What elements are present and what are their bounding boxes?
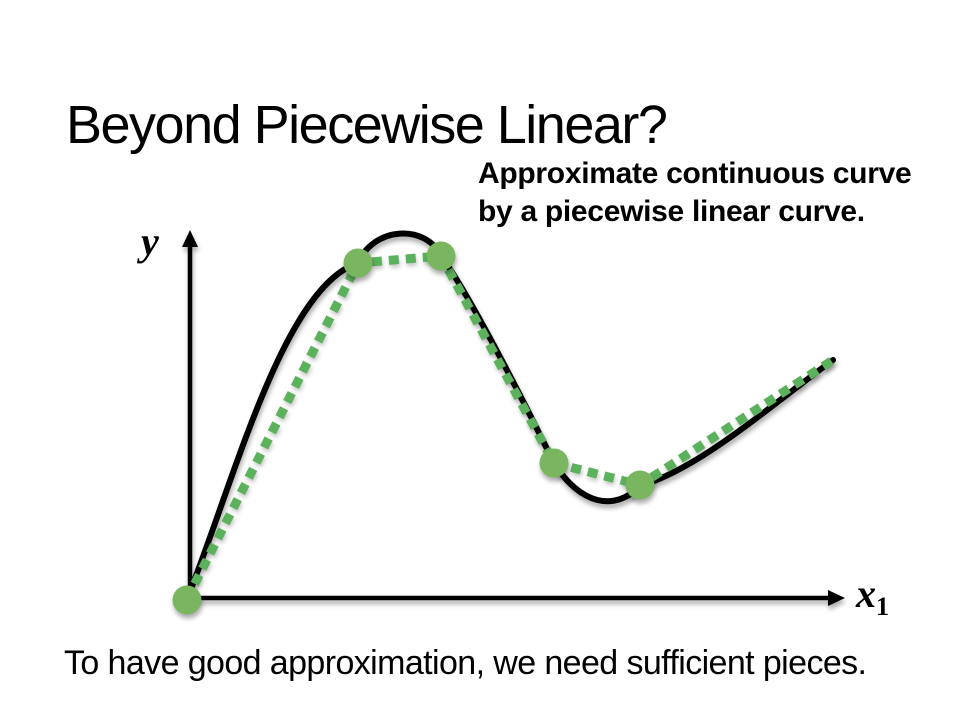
x-axis-label-subscript: 1	[876, 592, 889, 621]
x-axis-arrowhead	[828, 590, 845, 606]
approximation-point-1	[172, 585, 202, 615]
caption-text: To have good approximation, we need suff…	[64, 644, 867, 682]
annotation-line-2: by a piecewise linear curve.	[478, 195, 865, 228]
annotation-line-1: Approximate continuous curve	[478, 157, 912, 190]
y-axis-label: y	[141, 219, 159, 264]
slide-title: Beyond Piecewise Linear?	[66, 95, 668, 156]
approximation-point-3	[426, 241, 456, 271]
annotation-text: Approximate continuous curve by a piecew…	[478, 155, 912, 231]
approximation-point-4	[539, 448, 569, 478]
axes-group	[182, 230, 845, 606]
y-axis-arrowhead	[182, 230, 198, 247]
approximation-point-2	[343, 248, 373, 278]
approximation-points-group	[172, 241, 655, 615]
piecewise-curve-group	[182, 251, 839, 602]
piecewise-linear-curve	[182, 251, 839, 602]
x-axis-label-base: x	[856, 571, 876, 616]
x-axis-label: x1	[856, 571, 889, 620]
approximation-point-5	[625, 470, 655, 500]
